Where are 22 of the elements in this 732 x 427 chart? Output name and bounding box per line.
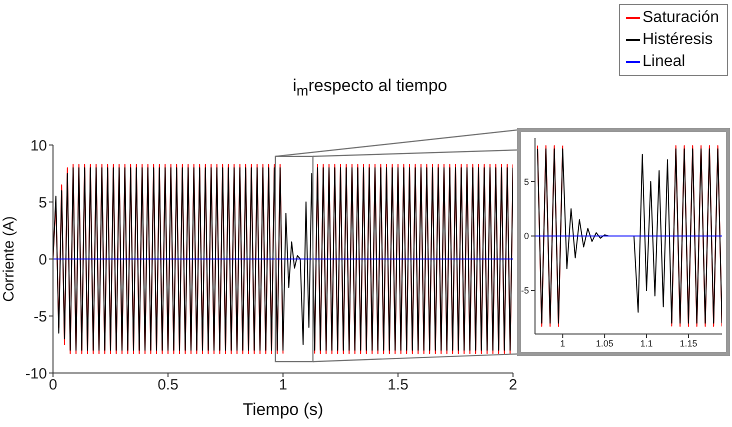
y-tick-label: -5 — [34, 308, 47, 326]
x-tick-label: 2 — [508, 376, 518, 394]
x-tick-label: 1.15 — [680, 338, 698, 348]
y-tick-label: 0 — [524, 231, 529, 242]
legend-label: Lineal — [642, 52, 686, 72]
y-tick-label: 0 — [38, 251, 47, 268]
y-tick-label: -10 — [25, 365, 47, 382]
x-tick-label: 1 — [278, 376, 288, 394]
y-tick-label: 5 — [38, 194, 47, 212]
y-tick-label: 10 — [30, 137, 47, 154]
y-tick-label: 5 — [524, 176, 529, 187]
x-tick-label: 1.05 — [596, 338, 614, 348]
chart-title: i$_{m}$respecto al tiempo — [292, 76, 448, 100]
legend-label: Histéresis — [642, 30, 713, 50]
y-axis-title: Corriente (A) — [0, 216, 18, 302]
x-axis-title: Tiempo (s) — [242, 400, 324, 419]
legend-label: Saturación — [642, 8, 719, 28]
x-tick-label: 0.5 — [158, 376, 178, 394]
y-tick-label: -5 — [520, 286, 529, 296]
x-tick-label: 1.1 — [640, 338, 653, 348]
x-tick-label: 1 — [560, 338, 566, 348]
x-tick-label: 1.5 — [388, 376, 408, 394]
